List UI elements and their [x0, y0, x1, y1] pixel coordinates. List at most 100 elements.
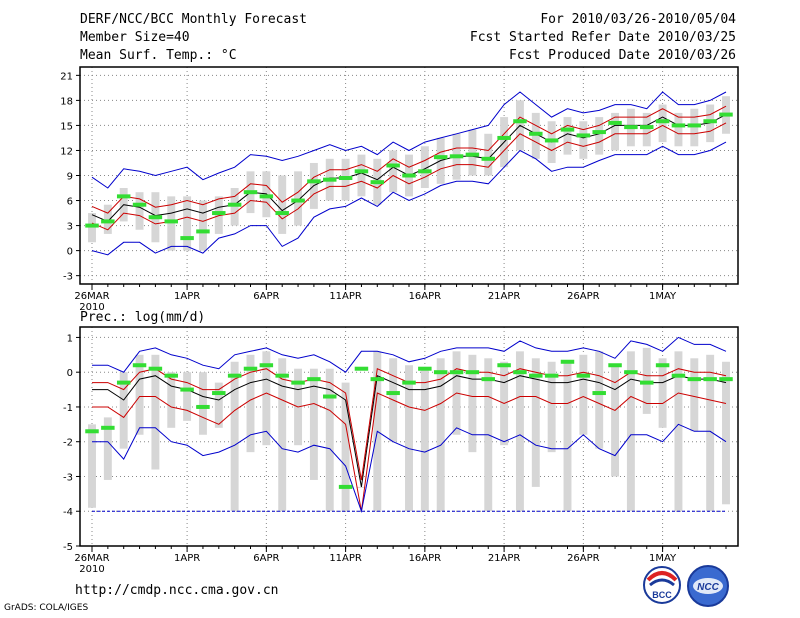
series-upper-outer: [92, 336, 727, 373]
spread-box: [294, 171, 303, 226]
spread-box: [658, 358, 667, 428]
precip-title: Prec.: log(mm/d): [80, 310, 205, 325]
median-marker: [243, 190, 258, 195]
median-marker: [291, 380, 305, 385]
median-marker: [85, 429, 99, 434]
x-tick-label: 26APR: [567, 553, 600, 564]
median-marker: [529, 131, 543, 136]
median-marker: [180, 236, 194, 241]
spread-box: [183, 196, 192, 251]
series-ensemble-mean: [92, 374, 727, 487]
median-marker: [433, 155, 448, 160]
median-marker: [481, 156, 495, 161]
x-tick-label: 26APR: [567, 291, 600, 302]
spread-box: [674, 351, 683, 512]
median-marker: [465, 370, 480, 375]
median-marker: [544, 373, 559, 378]
spread-box: [119, 372, 128, 449]
y-tick-label: 15: [60, 121, 73, 132]
spread-box: [611, 112, 620, 151]
spread-box: [611, 365, 620, 477]
median-marker: [386, 163, 400, 168]
median-marker: [433, 370, 448, 375]
median-marker: [481, 377, 495, 382]
median-marker: [370, 180, 385, 185]
median-marker: [655, 363, 670, 368]
spread-box: [167, 196, 176, 251]
median-marker: [687, 377, 702, 382]
median-marker: [655, 119, 670, 124]
spread-box: [309, 368, 318, 480]
spread-box: [135, 354, 144, 435]
series-lower-inner: [91, 122, 727, 231]
median-marker: [560, 127, 575, 132]
median-marker: [307, 377, 321, 382]
median-marker: [608, 120, 622, 125]
spread-box: [151, 354, 160, 470]
median-marker: [323, 177, 337, 182]
spread-box: [357, 486, 366, 488]
spread-box: [103, 417, 112, 480]
median-marker: [132, 202, 147, 207]
y-tick-label: -3: [63, 272, 73, 283]
spread-box: [88, 424, 96, 508]
spread-box: [262, 351, 271, 446]
series-upper-inner: [91, 105, 727, 214]
median-marker: [592, 130, 606, 135]
median-marker: [243, 366, 258, 371]
spread-box: [642, 112, 651, 147]
median-marker: [703, 377, 717, 382]
spread-box: [531, 112, 540, 159]
spread-box: [706, 354, 715, 512]
median-marker: [608, 363, 622, 368]
series-lower-outer: [92, 423, 727, 514]
median-marker: [148, 215, 163, 220]
y-tick-label: -4: [63, 507, 73, 518]
median-marker: [640, 380, 654, 385]
chart-title: DERF/NCC/BCC Monthly Forecast: [80, 12, 307, 27]
spread-box: [278, 358, 287, 512]
median-marker: [227, 373, 242, 378]
median-marker: [338, 484, 353, 489]
median-marker: [671, 123, 686, 128]
spread-box: [690, 358, 699, 432]
spread-box: [674, 112, 683, 147]
y-tick-label: -2: [63, 438, 73, 449]
median-marker: [576, 373, 591, 378]
median-marker: [101, 219, 115, 224]
spread-box: [325, 368, 334, 512]
x-tick-label: 1MAY: [649, 553, 677, 564]
x-tick-label: 21APR: [488, 291, 521, 302]
x-tick-label: 21APR: [488, 553, 521, 564]
x-tick-label: 26MAR: [74, 553, 109, 564]
median-marker: [402, 380, 416, 385]
spread-box: [183, 372, 192, 421]
series-lower-outer: [91, 141, 727, 256]
x-tick-label: 6APR: [253, 291, 279, 302]
median-marker: [116, 194, 131, 199]
series-upper-outer: [91, 91, 727, 189]
median-marker: [465, 152, 480, 157]
y-tick-label: 18: [60, 96, 73, 107]
median-marker: [719, 377, 733, 382]
x-tick-label: 1APR: [174, 553, 200, 564]
spread-box: [595, 117, 604, 155]
median-marker: [259, 363, 274, 368]
x-tick-label: 16APR: [409, 553, 442, 564]
median-marker: [354, 366, 369, 371]
median-marker: [497, 363, 511, 368]
median-marker: [640, 125, 654, 130]
median-marker: [529, 373, 543, 378]
x-tick-label: 11APR: [329, 291, 362, 302]
spread-box: [579, 354, 588, 435]
median-marker: [418, 366, 432, 371]
fcst-produced: Fcst Produced Date 2010/03/26: [509, 48, 736, 63]
median-marker: [323, 394, 337, 399]
spread-box: [436, 358, 445, 512]
spread-box: [230, 361, 239, 512]
spread-box: [198, 372, 207, 435]
spread-box: [722, 361, 730, 505]
spread-box: [198, 200, 207, 251]
median-marker: [386, 391, 400, 396]
footer-url[interactable]: http://cmdp.ncc.cma.gov.cn: [75, 583, 279, 598]
